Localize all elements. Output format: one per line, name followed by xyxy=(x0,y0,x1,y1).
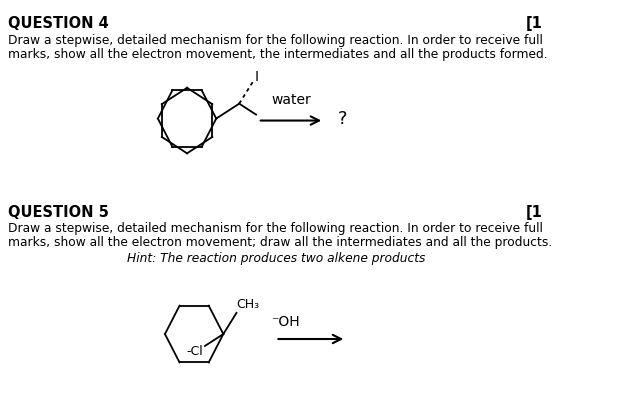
Text: I: I xyxy=(254,70,258,84)
Text: marks, show all the electron movement; draw all the intermediates and all the pr: marks, show all the electron movement; d… xyxy=(9,236,553,249)
Text: CH₃: CH₃ xyxy=(237,298,260,311)
Text: Draw a stepwise, detailed mechanism for the following reaction. In order to rece: Draw a stepwise, detailed mechanism for … xyxy=(9,222,543,235)
Text: [1: [1 xyxy=(525,16,543,31)
Text: QUESTION 4: QUESTION 4 xyxy=(9,16,109,31)
Text: Hint: The reaction produces two alkene products: Hint: The reaction produces two alkene p… xyxy=(127,252,425,265)
Text: marks, show all the electron movement, the intermediates and all the products fo: marks, show all the electron movement, t… xyxy=(9,48,548,61)
Text: water: water xyxy=(271,93,311,107)
Text: Draw a stepwise, detailed mechanism for the following reaction. In order to rece: Draw a stepwise, detailed mechanism for … xyxy=(9,34,543,47)
Text: ?: ? xyxy=(337,110,347,127)
Text: ⁻OH: ⁻OH xyxy=(271,315,300,329)
Text: QUESTION 5: QUESTION 5 xyxy=(9,205,109,220)
Text: [1: [1 xyxy=(525,205,543,220)
Text: -Cl: -Cl xyxy=(186,345,203,358)
